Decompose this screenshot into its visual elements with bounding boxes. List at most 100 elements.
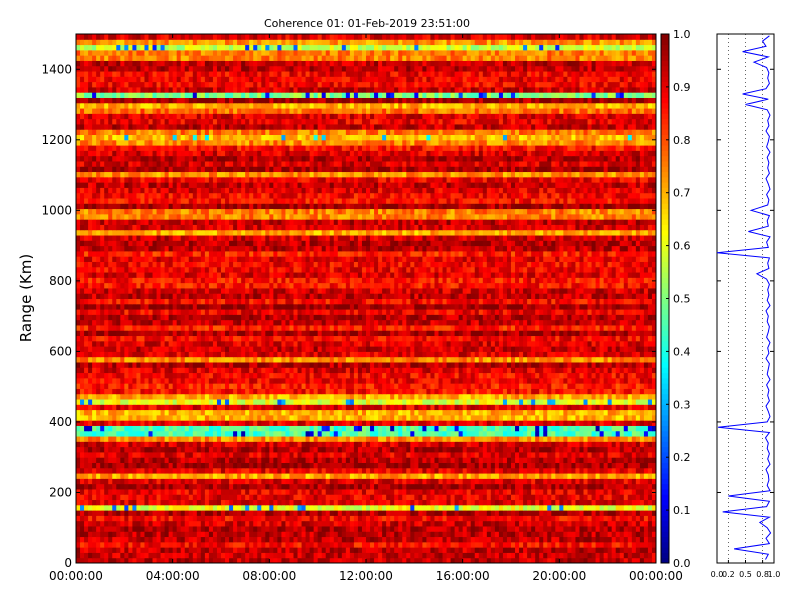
- heatmap-cell: [474, 409, 480, 416]
- heatmap-cell: [269, 404, 274, 411]
- heatmap-cell: [345, 536, 351, 543]
- heatmap-cell: [466, 441, 472, 448]
- heatmap-cell: [386, 483, 391, 490]
- heatmap-cell: [329, 504, 335, 511]
- heatmap-cell: [506, 510, 512, 516]
- heatmap-cell: [321, 531, 327, 538]
- heatmap-cell: [382, 499, 387, 506]
- heatmap-cell: [84, 462, 89, 469]
- heatmap-cell: [176, 446, 182, 453]
- heatmap-cell: [587, 504, 593, 511]
- heatmap-cell: [470, 557, 476, 564]
- heatmap-cell: [535, 520, 540, 527]
- heatmap-cell: [124, 515, 129, 522]
- heatmap-cell: [261, 536, 266, 543]
- heatmap-cell: [474, 430, 480, 437]
- heatmap-cell: [394, 451, 399, 458]
- heatmap-cell: [325, 504, 331, 511]
- heatmap-cell: [442, 483, 448, 490]
- heatmap-cell: [128, 393, 133, 400]
- heatmap-cell: [490, 473, 496, 479]
- heatmap-cell: [647, 478, 653, 485]
- heatmap-cell: [237, 377, 242, 384]
- heatmap-cell: [643, 547, 649, 553]
- heatmap-cell: [289, 420, 294, 426]
- heatmap-cell: [414, 430, 419, 437]
- heatmap-cell: [329, 525, 335, 532]
- heatmap-cell: [539, 420, 544, 426]
- heatmap-cell: [200, 478, 206, 485]
- heatmap-cell: [245, 457, 250, 463]
- heatmap-cell: [357, 399, 363, 405]
- heatmap-cell: [394, 478, 399, 485]
- heatmap-cell: [627, 525, 633, 532]
- heatmap-cell: [519, 515, 524, 522]
- heatmap-cell: [515, 473, 520, 479]
- heatmap-cell: [619, 404, 625, 411]
- heatmap-cell: [164, 383, 170, 389]
- heatmap-cell: [370, 409, 375, 416]
- heatmap-cell: [370, 377, 375, 384]
- heatmap-cell: [104, 531, 109, 538]
- heatmap-cell: [450, 377, 456, 384]
- heatmap-cell: [128, 425, 133, 432]
- heatmap-cell: [196, 420, 202, 426]
- heatmap-cell: [293, 488, 299, 495]
- heatmap-cell: [470, 436, 476, 442]
- heatmap-cell: [394, 483, 399, 490]
- heatmap-cell: [325, 441, 331, 448]
- heatmap-cell: [370, 504, 375, 511]
- heatmap-cell: [233, 420, 238, 426]
- heatmap-cell: [301, 557, 307, 564]
- heatmap-cell: [225, 483, 230, 490]
- heatmap-cell: [297, 393, 303, 400]
- heatmap-cell: [535, 462, 540, 469]
- heatmap-cell: [136, 541, 141, 548]
- heatmap-cell: [345, 547, 351, 553]
- heatmap-cell: [281, 525, 286, 532]
- heatmap-cell: [92, 552, 97, 559]
- heatmap-cell: [116, 473, 121, 479]
- heatmap-cell: [176, 441, 182, 448]
- heatmap-cell: [225, 552, 230, 559]
- heatmap-cell: [184, 552, 190, 559]
- heatmap-cell: [241, 536, 246, 543]
- heatmap-cell: [112, 420, 117, 426]
- heatmap-cell: [245, 499, 250, 506]
- heatmap-cell: [233, 541, 238, 548]
- heatmap-cell: [523, 425, 528, 432]
- heatmap-cell: [184, 547, 190, 553]
- heatmap-cell: [527, 552, 532, 559]
- heatmap-cell: [430, 552, 435, 559]
- heatmap-cell: [458, 446, 464, 453]
- heatmap-cell: [92, 436, 97, 442]
- heatmap-cell: [591, 531, 597, 538]
- heatmap-cell: [305, 383, 311, 389]
- heatmap-cell: [357, 409, 363, 416]
- heatmap-cell: [378, 436, 383, 442]
- heatmap-cell: [325, 409, 331, 416]
- heatmap-cell: [466, 414, 472, 421]
- heatmap-cell: [108, 525, 113, 532]
- heatmap-cell: [575, 404, 580, 411]
- heatmap-cell: [462, 504, 468, 511]
- heatmap-cell: [104, 409, 109, 416]
- heatmap-cell: [410, 478, 415, 485]
- heatmap-cell: [204, 525, 210, 532]
- heatmap-cell: [176, 488, 182, 495]
- heatmap-cell: [623, 515, 629, 522]
- heatmap-cell: [200, 420, 206, 426]
- heatmap-cell: [430, 473, 435, 479]
- heatmap-cell: [269, 441, 274, 448]
- heatmap-cell: [329, 420, 335, 426]
- heatmap-cell: [289, 441, 294, 448]
- heatmap-cell: [595, 446, 601, 453]
- heatmap-cell: [470, 377, 476, 384]
- heatmap-cell: [511, 383, 516, 389]
- heatmap-cell: [647, 473, 653, 479]
- heatmap-cell: [466, 504, 472, 511]
- heatmap-cell: [418, 441, 423, 448]
- heatmap-cell: [438, 446, 444, 453]
- heatmap-cell: [156, 488, 162, 495]
- heatmap-cell: [325, 457, 331, 463]
